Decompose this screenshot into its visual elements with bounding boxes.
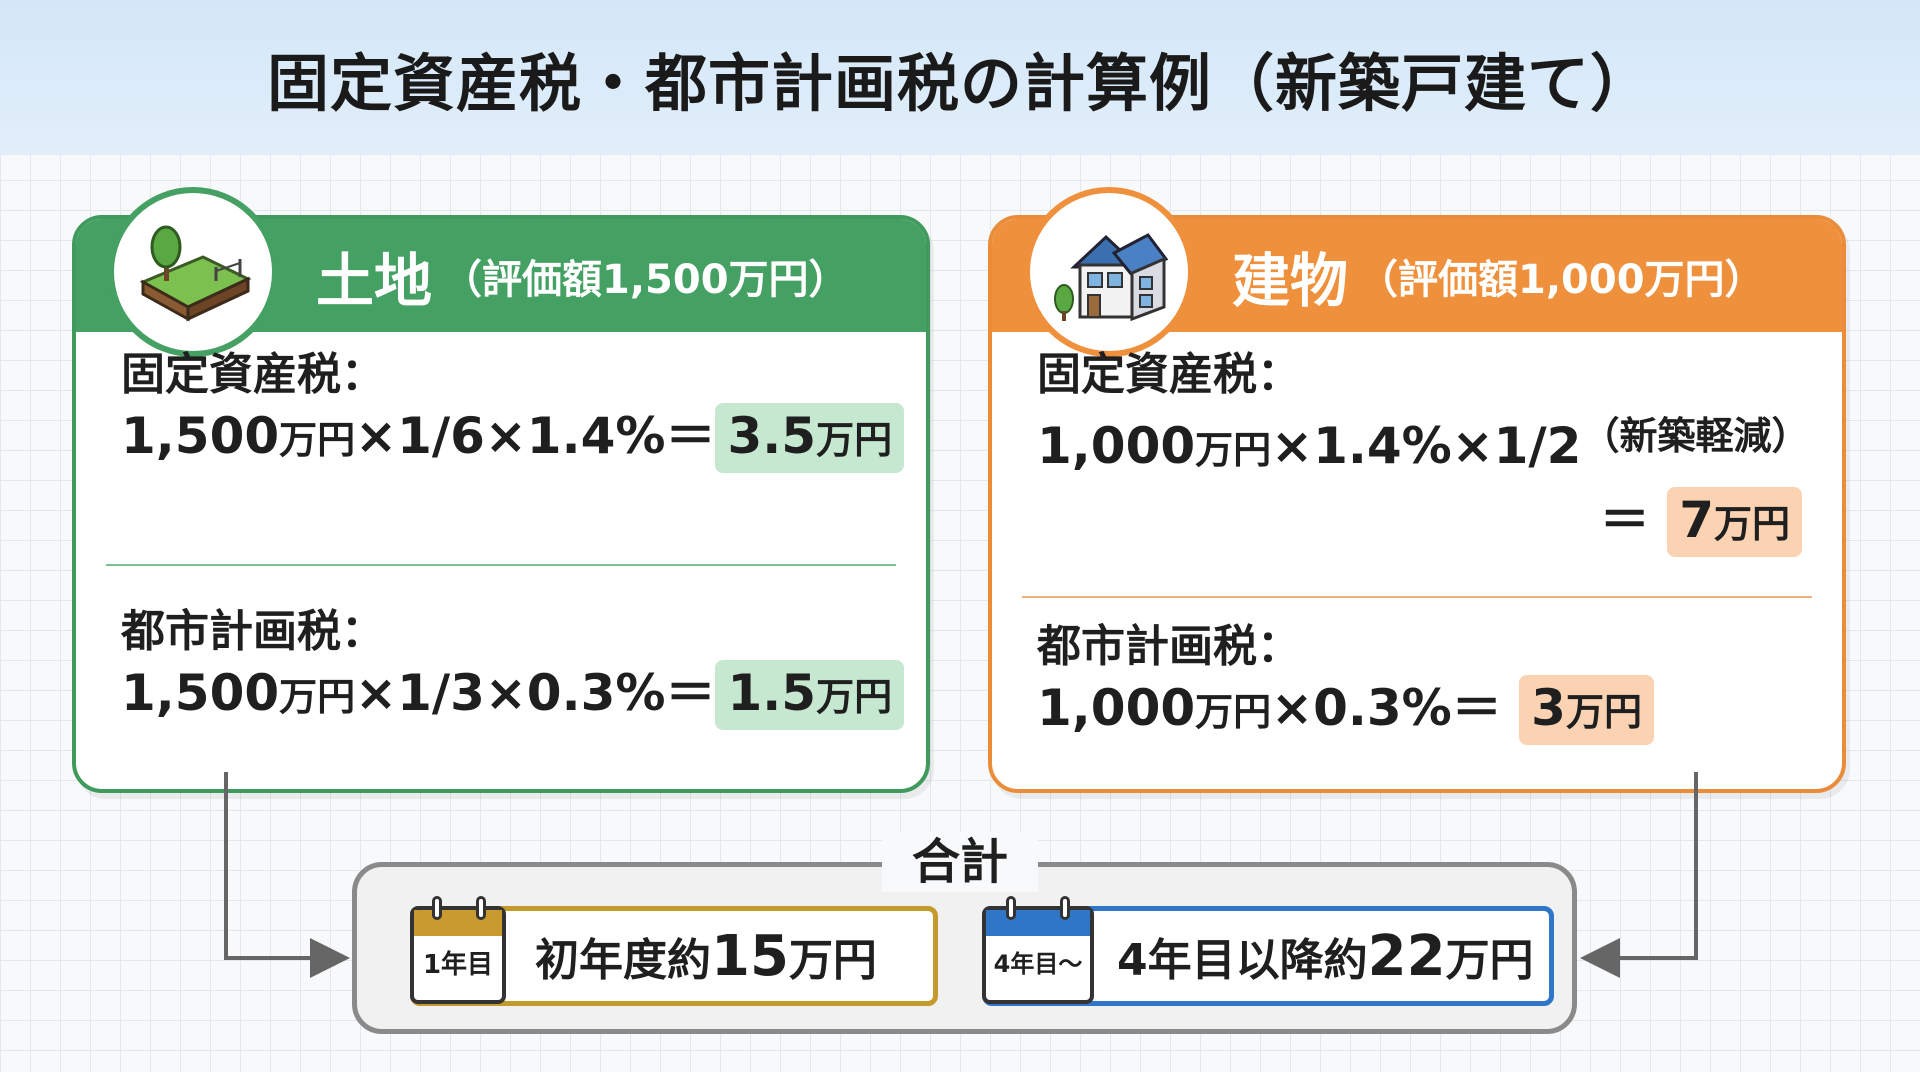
later-years-amount: 22 (1367, 923, 1446, 989)
building-city-tax-label: 都市計画税： (1037, 621, 1301, 672)
building-fixed-tax-label: 固定資産税： (1037, 349, 1301, 400)
formula-amount: 1,500 (121, 664, 280, 722)
total-label: 合計 (882, 832, 1038, 892)
later-years-total: 4年目以降約22万円 (982, 906, 1554, 1006)
first-year-prefix: 初年度約 (535, 934, 711, 986)
result-value: 1.5 (727, 664, 817, 722)
calendar-icon: 4年目〜 (982, 896, 1094, 1004)
building-title: 建物 (1232, 246, 1349, 315)
land-divider (106, 564, 896, 566)
result-unit: 万円 (1565, 690, 1642, 734)
building-fixed-tax-formula: 1,000万円×1.4%×1/2（新築軽減） (1037, 403, 1810, 483)
formula-amount: 1,500 (121, 407, 280, 465)
result-unit: 万円 (816, 418, 893, 462)
formula-unit: 万円 (279, 418, 356, 462)
formula-equals: ＝ (1599, 491, 1650, 549)
land-fixed-tax: 固定資産税： 1,500万円×1/6×1.4%＝ 3.5万円 (121, 347, 905, 473)
later-years-prefix: 4年目以降約 (1117, 934, 1368, 986)
first-year-text: 初年度約15万円 (535, 924, 877, 989)
building-divider (1022, 596, 1812, 598)
land-title: 土地 (316, 246, 433, 315)
formula-unit: 万円 (279, 675, 356, 719)
formula-note: （新築軽減） (1581, 414, 1810, 458)
land-plot-icon (108, 187, 278, 357)
formula-ops: ×1.4%×1/2 (1271, 417, 1582, 475)
building-city-tax: 都市計画税： 1,000万円×0.3%＝ 3万円 (1037, 619, 1802, 745)
later-years-unit: 万円 (1445, 934, 1534, 986)
formula-unit: 万円 (1195, 690, 1272, 734)
building-to-total-arrow (1580, 772, 1698, 978)
building-fixed-tax-result: 7万円 (1667, 487, 1802, 557)
building-card: 建物 （評価額1,000万円） 固定資産税： 1,000万円×1.4%×1/2（… (988, 187, 1846, 793)
house-icon (1024, 187, 1194, 357)
building-fixed-tax: 固定資産税： 1,000万円×1.4%×1/2（新築軽減） ＝ 7万円 (1037, 347, 1810, 557)
formula-amount: 1,000 (1037, 417, 1196, 475)
formula-ops: ×0.3%＝ (1271, 679, 1502, 737)
land-subtitle: （評価額1,500万円） (442, 256, 849, 303)
result-unit: 万円 (816, 675, 893, 719)
formula-ops: ×1/3×0.3%＝ (355, 664, 716, 722)
page-title: 固定資産税・都市計画税の計算例（新築戸建て） (266, 46, 1653, 120)
land-card: 土地 （評価額1,500万円） 固定資産税： 1,500万円×1/6×1.4%＝… (72, 187, 930, 793)
land-city-tax: 都市計画税： 1,500万円×1/3×0.3%＝ 1.5万円 (121, 604, 905, 730)
land-fixed-tax-formula: 1,500万円×1/6×1.4%＝ 3.5万円 (121, 403, 905, 473)
building-fixed-tax-result-line: ＝ 7万円 (1037, 487, 1802, 557)
land-to-total-arrow (224, 772, 350, 978)
calendar-icon: 1年目 (410, 896, 506, 1004)
later-years-text: 4年目以降約22万円 (1117, 924, 1534, 989)
later-years-badge: 4年目〜 (993, 950, 1083, 978)
first-year-unit: 万円 (788, 934, 877, 986)
first-year-amount: 15 (711, 923, 789, 989)
result-value: 3.5 (727, 407, 817, 465)
formula-unit: 万円 (1195, 428, 1272, 472)
land-city-tax-label: 都市計画税： (121, 606, 385, 657)
header-banner: 固定資産税・都市計画税の計算例（新築戸建て） (0, 0, 1920, 155)
land-fixed-tax-label: 固定資産税： (121, 349, 385, 400)
building-city-tax-formula: 1,000万円×0.3%＝ 3万円 (1037, 675, 1802, 745)
land-city-tax-result: 1.5万円 (715, 660, 905, 730)
building-city-tax-result: 3万円 (1519, 675, 1654, 745)
result-value: 7 (1679, 491, 1714, 549)
result-unit: 万円 (1713, 502, 1790, 546)
formula-amount: 1,000 (1037, 679, 1196, 737)
land-city-tax-formula: 1,500万円×1/3×0.3%＝ 1.5万円 (121, 660, 905, 730)
building-subtitle: （評価額1,000万円） (1358, 256, 1765, 303)
result-value: 3 (1531, 679, 1566, 737)
land-fixed-tax-result: 3.5万円 (715, 403, 905, 473)
first-year-badge: 1年目 (422, 950, 494, 980)
formula-ops: ×1/6×1.4%＝ (355, 407, 716, 465)
